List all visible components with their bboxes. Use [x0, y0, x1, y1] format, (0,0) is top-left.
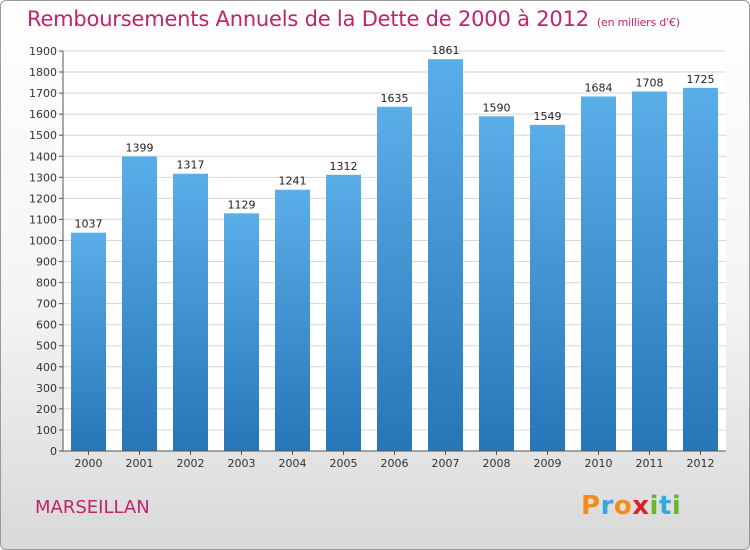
- x-tick-label: 2004: [279, 457, 307, 470]
- y-tick-label: 1200: [29, 192, 57, 205]
- x-tick-label: 2005: [330, 457, 358, 470]
- y-tick-label: 200: [36, 403, 57, 416]
- y-tick-label: 1600: [29, 108, 57, 121]
- bar: [632, 91, 667, 451]
- bars: [71, 59, 718, 452]
- x-tick-label: 2008: [483, 457, 511, 470]
- bar: [479, 116, 514, 452]
- y-tick-label: 300: [36, 382, 57, 395]
- bar-value-label: 1725: [687, 73, 715, 86]
- bar-value-label: 1684: [585, 81, 613, 94]
- bar: [122, 156, 157, 451]
- bar: [326, 174, 361, 451]
- y-tick-label: 700: [36, 298, 57, 311]
- bar: [71, 232, 106, 451]
- bar: [173, 173, 208, 451]
- logo-letter: r: [600, 491, 614, 521]
- place-name: MARSEILLAN: [35, 497, 150, 518]
- y-tick-label: 800: [36, 277, 57, 290]
- chart-title: Remboursements Annuels de la Dette de 20…: [27, 7, 680, 31]
- bar-value-label: 1635: [381, 92, 409, 105]
- bar-value-label: 1129: [228, 198, 256, 211]
- bar-value-label: 1549: [534, 110, 562, 123]
- x-tick-label: 2006: [381, 457, 409, 470]
- chart-title-text: Remboursements Annuels de la Dette de 20…: [27, 7, 589, 31]
- y-tick-label: 600: [36, 319, 57, 332]
- chart-subtitle: (en milliers d'€): [596, 16, 680, 29]
- bar: [581, 96, 616, 451]
- y-axis-ticks: 0 100 200 300 400 500 600 700 800 900 1000 1100 1200…: [29, 45, 63, 458]
- logo-letter: i: [671, 491, 682, 521]
- logo-letter: t: [658, 491, 672, 521]
- x-axis-ticks: 2000 2001 2002 2003 2004 2005 2006 2007 2008 2009…: [75, 451, 715, 470]
- x-tick-label: 2002: [177, 457, 205, 470]
- x-tick-label: 2011: [636, 457, 664, 470]
- y-tick-label: 100: [36, 424, 57, 437]
- x-tick-label: 2000: [75, 457, 103, 470]
- bar: [530, 124, 565, 451]
- y-tick-label: 1800: [29, 66, 57, 79]
- bar: [377, 106, 412, 451]
- y-tick-label: 400: [36, 361, 57, 374]
- value-labels: 1037 1399 1317 1129 1241 1312 1635 1861 1590 1549…: [75, 44, 715, 230]
- bar: [224, 213, 259, 451]
- bar-value-label: 1861: [432, 44, 460, 57]
- x-tick-label: 2003: [228, 457, 256, 470]
- bar-value-label: 1312: [330, 160, 358, 173]
- x-tick-label: 2010: [585, 457, 613, 470]
- proxiti-logo: Proxiti: [581, 491, 681, 521]
- y-tick-label: 1400: [29, 150, 57, 163]
- logo-letter: i: [649, 491, 659, 521]
- x-tick-label: 2009: [534, 457, 562, 470]
- bar-value-label: 1590: [483, 101, 511, 114]
- bar: [428, 59, 463, 452]
- x-tick-label: 2007: [432, 457, 460, 470]
- y-tick-label: 500: [36, 340, 57, 353]
- logo-letter: x: [632, 491, 650, 521]
- bar-value-label: 1708: [636, 76, 664, 89]
- y-tick-label: 1300: [29, 171, 57, 184]
- y-tick-label: 900: [36, 256, 57, 269]
- y-tick-label: 1000: [29, 234, 57, 247]
- bar: [275, 189, 310, 451]
- y-tick-label: 1500: [29, 129, 57, 142]
- y-tick-label: 1700: [29, 87, 57, 100]
- logo-letter: o: [613, 491, 633, 521]
- y-tick-label: 1100: [29, 213, 57, 226]
- bar-value-label: 1037: [75, 218, 103, 231]
- bar-value-label: 1317: [177, 159, 205, 172]
- x-tick-label: 2001: [126, 457, 154, 470]
- logo-letter: P: [581, 491, 601, 521]
- y-tick-label: 1900: [29, 45, 57, 58]
- bar-value-label: 1241: [279, 175, 307, 188]
- x-tick-label: 2012: [687, 457, 715, 470]
- bar-value-label: 1399: [126, 141, 154, 154]
- y-tick-label: 0: [50, 445, 57, 458]
- bar: [683, 87, 718, 451]
